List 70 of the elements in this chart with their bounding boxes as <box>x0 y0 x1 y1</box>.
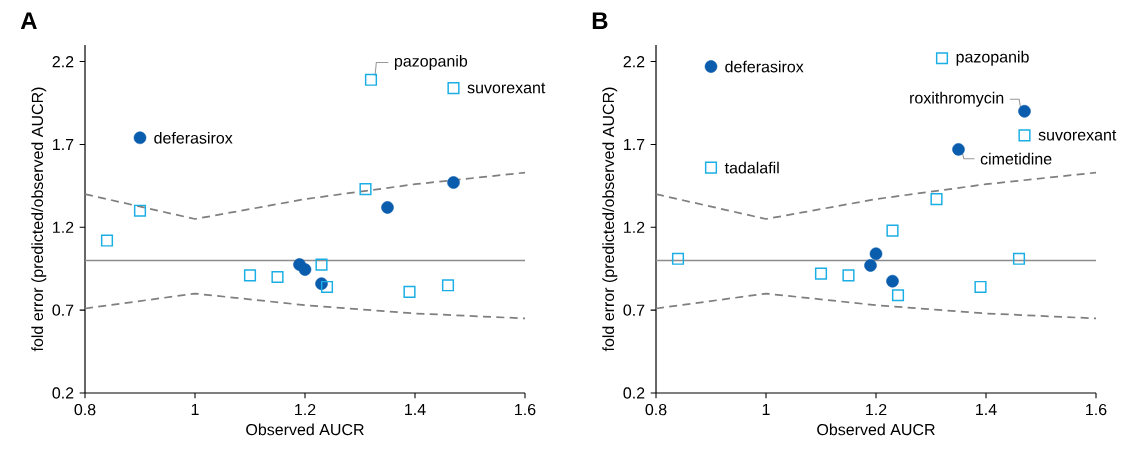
annotation: suvorexant <box>467 82 546 94</box>
annotation: deferasirox <box>725 60 804 73</box>
point <box>100 234 114 247</box>
annotation: roxithromycin <box>910 91 1004 107</box>
point <box>403 285 416 298</box>
annotation: pazopanib <box>956 50 1029 66</box>
line-series <box>84 292 526 320</box>
y-axis-title: fold error (predicted/observed AUCR) <box>602 87 618 352</box>
point <box>133 204 147 217</box>
point <box>935 52 949 65</box>
point <box>864 259 877 272</box>
x-tick-label: 1.2 <box>866 403 887 416</box>
point <box>364 73 378 86</box>
y-tick-label: 2.2 <box>52 56 74 68</box>
point <box>441 279 455 292</box>
x-axis-title: Observed AUCR <box>246 423 364 436</box>
y-tick-label: 1.7 <box>624 138 645 150</box>
x-tick-label: 0.8 <box>645 403 667 416</box>
point <box>886 274 899 288</box>
y-tick-label: 1.2 <box>53 221 74 233</box>
x-tick-label: 1.2 <box>295 403 316 416</box>
x-tick-label: 1 <box>191 403 199 415</box>
point <box>704 161 718 174</box>
point <box>381 201 394 214</box>
point <box>447 176 460 189</box>
chart-title: B <box>592 12 608 29</box>
point <box>447 82 460 95</box>
annotation: deferasirox <box>154 131 233 144</box>
point <box>1018 105 1031 118</box>
y-tick-label: 0.2 <box>52 387 74 399</box>
point <box>315 258 328 271</box>
annotation: tadalafil <box>724 161 779 174</box>
x-axis-title: Observed AUCR <box>817 423 935 436</box>
x-tick-label: 1 <box>762 403 770 415</box>
annotation: suvorexant <box>1038 130 1117 141</box>
line-series <box>655 292 1097 320</box>
point <box>271 270 284 284</box>
x-tick-label: 1.6 <box>515 403 536 416</box>
point <box>842 269 855 282</box>
point <box>869 247 883 261</box>
point <box>930 193 943 206</box>
x-tick-label: 1.4 <box>976 403 997 415</box>
point <box>891 289 905 302</box>
y-tick-label: 0.7 <box>52 304 74 316</box>
point <box>671 252 685 265</box>
point <box>359 183 372 196</box>
y-tick-label: 0.7 <box>623 304 645 316</box>
y-tick-label: 1.2 <box>624 221 645 233</box>
x-tick-label: 1.6 <box>1086 403 1107 416</box>
y-tick-label: 2.2 <box>623 56 645 68</box>
y-tick-label: 0.2 <box>623 387 645 399</box>
y-tick-label: 1.7 <box>53 138 74 150</box>
point <box>298 263 312 276</box>
annotation: pazopanib <box>394 55 468 70</box>
point <box>1018 129 1031 142</box>
point <box>133 131 147 145</box>
y-axis-title: fold error (predicted/observed AUCR) <box>31 87 47 352</box>
point <box>974 280 987 294</box>
chart-title: A <box>20 12 37 29</box>
point <box>704 60 718 73</box>
point <box>243 269 257 282</box>
x-tick-label: 1.4 <box>405 403 426 415</box>
point <box>320 280 334 294</box>
annotation: cimetidine <box>980 152 1052 165</box>
line-series <box>84 171 526 220</box>
x-tick-label: 0.8 <box>74 403 96 416</box>
point <box>1012 252 1026 265</box>
point <box>952 143 965 156</box>
point <box>886 224 899 237</box>
point <box>814 267 828 280</box>
